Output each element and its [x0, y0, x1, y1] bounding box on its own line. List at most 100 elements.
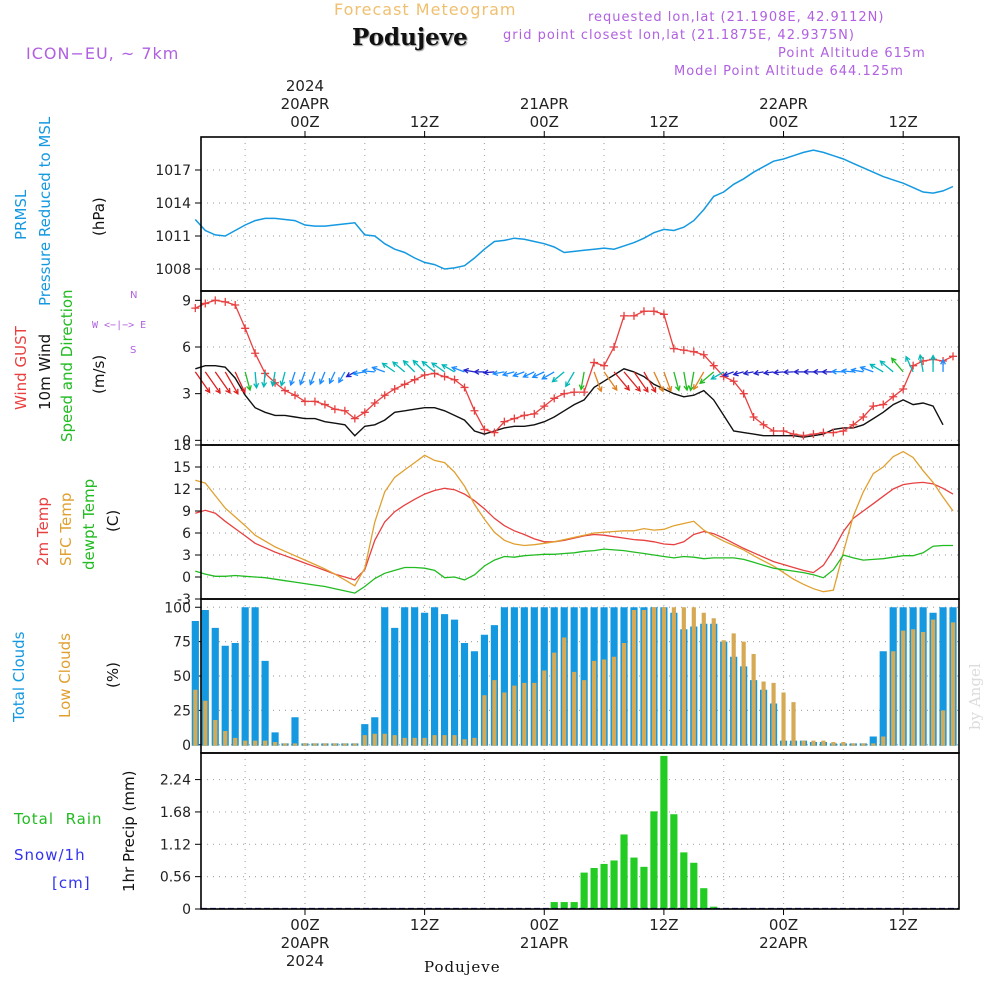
bottom-time-label: 2024: [286, 952, 324, 970]
bottom-time-label: 12Z: [410, 916, 439, 934]
low-cloud-bar: [223, 731, 228, 746]
wind-arrow: [204, 371, 221, 394]
bottom-time-label: 00Z: [290, 916, 319, 934]
wind-arrow: [346, 371, 356, 378]
low-cloud-bar: [532, 682, 537, 746]
y-tick-label: 0: [182, 570, 191, 586]
wind-arrow: [493, 371, 505, 375]
gust-marker: [669, 344, 678, 353]
requested-coords: requested lon,lat (21.1908E, 42.9112N): [588, 10, 885, 25]
rain-bar: [550, 902, 558, 909]
gust-marker: [480, 425, 489, 434]
wind-arrow-head: [890, 357, 897, 364]
low-cloud-bar: [432, 735, 437, 746]
wind-arrow-head: [917, 353, 924, 361]
total-cloud-bar: [480, 634, 489, 746]
top-time-label: 00Z: [530, 113, 559, 131]
wind-arrow: [271, 371, 276, 386]
wind-arrow-head: [233, 388, 239, 395]
wind-arrow: [392, 361, 406, 373]
snow-label: Snow/1h: [14, 846, 86, 864]
rain-bar: [710, 906, 718, 909]
wind-arrow-head: [732, 370, 739, 377]
wind-arrow-head: [710, 374, 717, 380]
bottom-time-label: 00Z: [530, 916, 559, 934]
wind-arrow: [299, 371, 306, 385]
wind-arrow-head: [752, 369, 760, 376]
wind-arrow: [541, 371, 555, 380]
wind-arrow-head: [402, 359, 409, 366]
gust-marker: [540, 402, 549, 411]
low-cloud-bar: [442, 735, 447, 746]
wind-arrow-head: [371, 366, 378, 372]
wind-arrow: [532, 371, 545, 378]
wind-arrow-head: [473, 368, 480, 375]
y-tick-label: 2.24: [160, 773, 191, 789]
gust-marker: [849, 420, 858, 429]
low-cloud-bar: [861, 743, 866, 746]
wind-arrow: [633, 371, 649, 393]
wind-arrow: [338, 371, 346, 383]
low-cloud-bar: [392, 735, 397, 746]
wind-arrow: [483, 371, 495, 374]
low-cloud-bar: [671, 607, 676, 746]
wind-arrow-head: [225, 387, 231, 395]
wind-arrow-head: [204, 387, 211, 394]
wind-arrow-head: [688, 385, 695, 392]
low-cloud-bar: [911, 629, 916, 746]
wind-arrow-head: [802, 368, 809, 375]
low-cloud-bar: [592, 660, 597, 746]
total-cloud-bar: [510, 607, 518, 746]
wind-arrow: [552, 371, 565, 383]
y-tick-label: 15: [173, 460, 191, 476]
low-cloud-bar: [791, 702, 796, 746]
snow-unit: [cm]: [52, 874, 91, 892]
gust-marker: [241, 324, 250, 333]
wind-arrow: [441, 364, 455, 373]
gust-marker: [729, 377, 738, 386]
total-cloud-bar: [500, 607, 508, 746]
rain-bar: [680, 852, 688, 909]
wind-arrow-head: [869, 363, 876, 370]
low-cloud-bar: [930, 619, 936, 746]
low-cloud-bar: [661, 607, 666, 746]
wind-arrow-head: [742, 369, 749, 376]
low-cloud-bar: [302, 743, 308, 746]
wind-arrow: [431, 362, 445, 373]
wind-arrow-head: [635, 385, 641, 393]
total-cloud-bar: [361, 724, 369, 746]
wind-arrow-head: [624, 384, 631, 391]
gust-marker: [560, 389, 569, 398]
gust-marker: [629, 311, 638, 320]
rain-bar: [600, 863, 608, 909]
total-cloud-bar: [231, 643, 239, 746]
top-time-label: 00Z: [290, 113, 319, 131]
gust-marker: [699, 350, 708, 359]
low-cloud-bar: [921, 632, 926, 746]
top-time-label: 21APR: [520, 95, 569, 113]
wind-arrow-head: [850, 367, 857, 374]
total-cloud-bar: [431, 607, 439, 746]
wind-arrow: [513, 371, 525, 377]
y-tick-label: 1.12: [160, 837, 191, 853]
wind-arrow: [860, 366, 874, 373]
wind-arrow-head: [482, 369, 489, 376]
wind-arrow: [244, 371, 251, 391]
wind-arrow: [663, 371, 672, 392]
gust-marker: [600, 361, 609, 370]
y-tick-label: 6: [182, 526, 191, 542]
gust-marker: [460, 383, 469, 392]
low-cloud-bar: [701, 612, 706, 746]
low-cloud-bar: [681, 607, 686, 746]
top-time-label: 22APR: [759, 95, 808, 113]
low-cloud-bar: [452, 735, 457, 746]
wind-arrow: [711, 371, 725, 380]
wind-arrow: [743, 371, 754, 375]
wind-arrow-head: [905, 355, 911, 362]
wind-arrow-head: [512, 371, 519, 378]
wind-arrow-head: [361, 368, 368, 375]
wind-arrow: [754, 371, 764, 375]
wind-arrow: [214, 371, 231, 394]
panel-frame: [200, 290, 960, 446]
